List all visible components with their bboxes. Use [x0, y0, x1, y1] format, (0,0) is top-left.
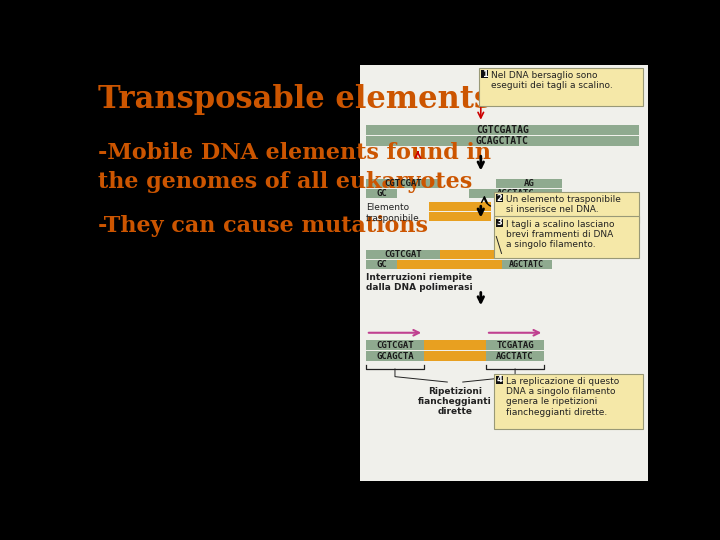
- Bar: [366, 125, 639, 135]
- Text: -They can cause mutations: -They can cause mutations: [98, 215, 428, 237]
- FancyBboxPatch shape: [494, 374, 643, 429]
- Bar: [360, 65, 648, 481]
- Text: AGCTATC: AGCTATC: [497, 189, 534, 198]
- Bar: [495, 219, 503, 226]
- Bar: [429, 212, 492, 221]
- Bar: [424, 340, 486, 350]
- Text: -Mobile DNA elements found in
the genomes of all eukaryotes: -Mobile DNA elements found in the genome…: [98, 142, 491, 193]
- Text: Elemento
trasponibile: Elemento trasponibile: [366, 204, 420, 223]
- Text: AG: AG: [525, 249, 536, 259]
- Bar: [366, 340, 424, 350]
- Bar: [439, 249, 502, 259]
- Bar: [486, 351, 544, 361]
- FancyBboxPatch shape: [479, 68, 644, 106]
- Text: AG: AG: [524, 179, 534, 188]
- Bar: [366, 179, 439, 188]
- Bar: [424, 351, 486, 361]
- Bar: [469, 189, 562, 198]
- FancyBboxPatch shape: [494, 217, 639, 258]
- Text: GCAGCTATC: GCAGCTATC: [476, 136, 528, 146]
- Text: Interruzioni riempite
dalla DNA polimerasi: Interruzioni riempite dalla DNA polimera…: [366, 273, 472, 292]
- Text: Ripetizioni
fiancheggianti
dirette: Ripetizioni fiancheggianti dirette: [418, 387, 492, 416]
- Text: Nel DNA bersaglio sono
eseguiti dei tagli a scalino.: Nel DNA bersaglio sono eseguiti dei tagl…: [490, 71, 613, 90]
- Bar: [495, 194, 503, 202]
- Text: 3: 3: [497, 218, 503, 227]
- Bar: [366, 260, 397, 269]
- Text: AGCTATC: AGCTATC: [496, 352, 534, 361]
- Text: Transposable elements: Transposable elements: [98, 84, 491, 115]
- Text: CGTCGAT: CGTCGAT: [376, 341, 414, 350]
- Bar: [366, 249, 439, 259]
- Bar: [366, 189, 397, 198]
- Bar: [481, 70, 488, 78]
- Bar: [429, 202, 492, 211]
- Text: 4: 4: [497, 375, 503, 384]
- Text: La replicazione di questo
DNA a singolo filamento
genera le ripetizioni
fiancheg: La replicazione di questo DNA a singolo …: [505, 377, 618, 417]
- Text: AGCTATC: AGCTATC: [509, 260, 544, 269]
- Bar: [496, 179, 562, 188]
- Text: GCAGCTA: GCAGCTA: [376, 352, 414, 361]
- Text: I tagli a scalino lasciano
brevi frammenti di DNA
a singolo filamento.: I tagli a scalino lasciano brevi frammen…: [505, 220, 614, 249]
- Text: GC: GC: [376, 189, 387, 198]
- Bar: [502, 260, 552, 269]
- Text: Un elemento trasponibile
si inserisce nel DNA.: Un elemento trasponibile si inserisce ne…: [505, 195, 621, 214]
- Bar: [502, 249, 559, 259]
- Text: TCGATAG: TCGATAG: [496, 341, 534, 350]
- Bar: [486, 340, 544, 350]
- Bar: [366, 136, 639, 146]
- FancyBboxPatch shape: [494, 192, 639, 222]
- Text: CGTCGAT: CGTCGAT: [384, 249, 421, 259]
- Bar: [397, 260, 502, 269]
- Text: GC: GC: [376, 260, 387, 269]
- Text: CGTCGAT: CGTCGAT: [384, 179, 421, 188]
- Bar: [366, 351, 424, 361]
- Text: CGTCGATAG: CGTCGATAG: [476, 125, 528, 135]
- Bar: [495, 376, 503, 383]
- Text: 1: 1: [482, 70, 487, 78]
- Text: 2: 2: [497, 193, 503, 202]
